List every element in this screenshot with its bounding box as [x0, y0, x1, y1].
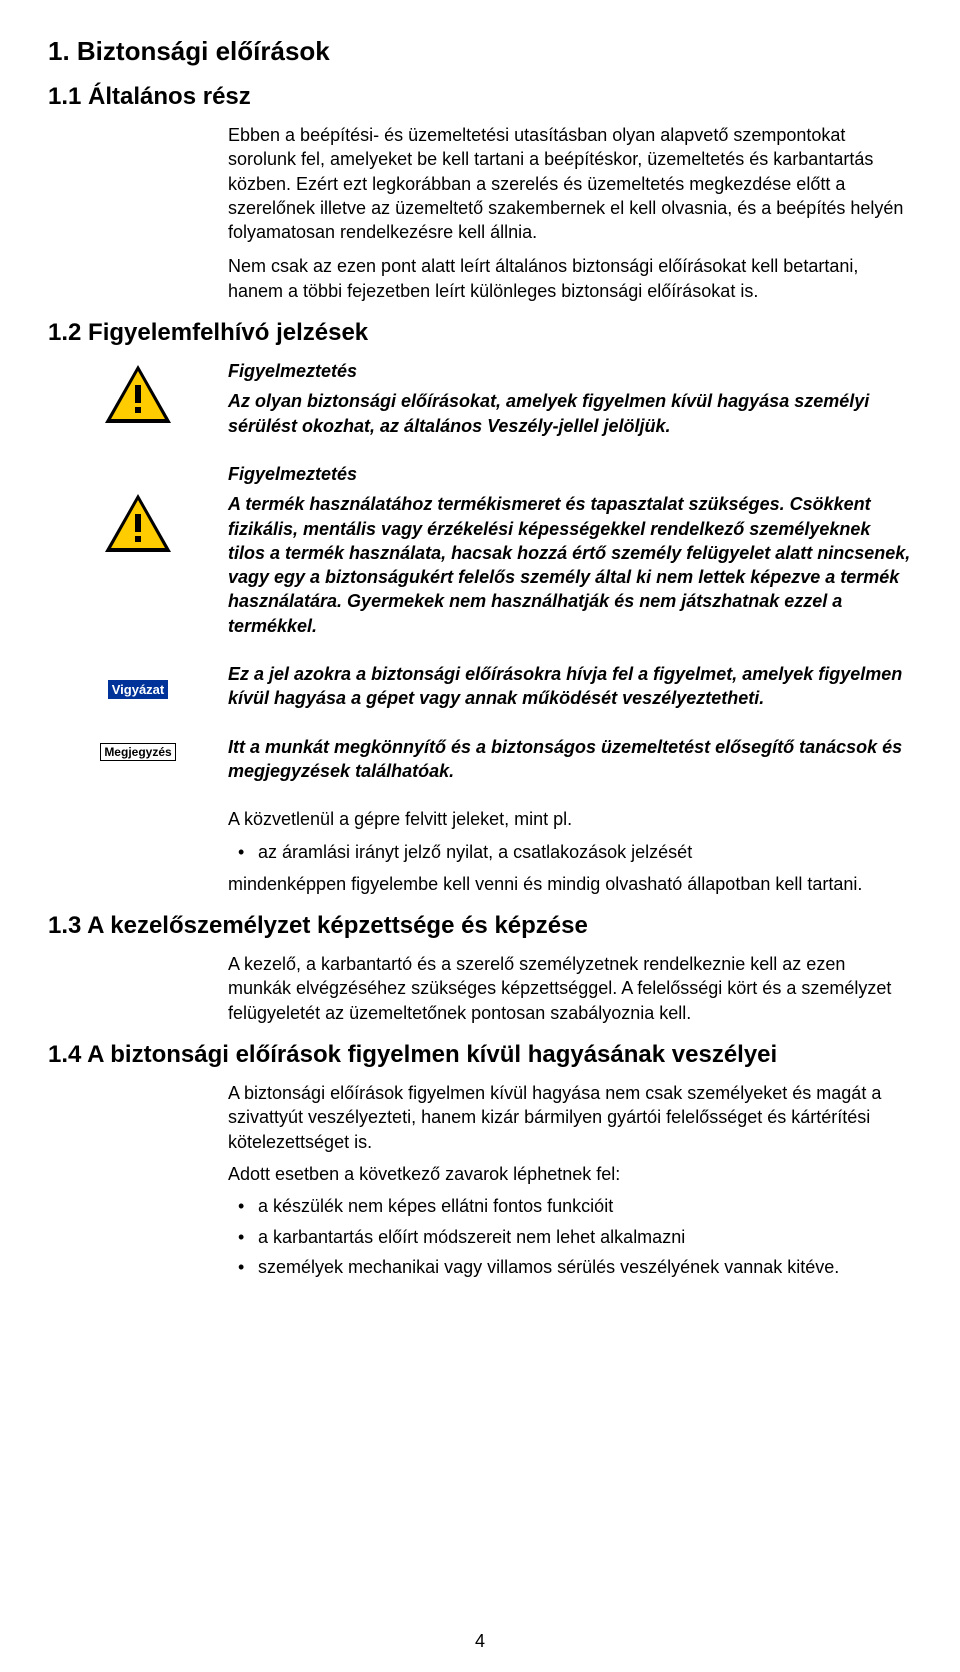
list-item: az áramlási irányt jelző nyilat, a csatl… — [228, 840, 912, 864]
paragraph: mindenképpen figyelembe kell venni és mi… — [228, 872, 912, 896]
paragraph: A közvetlenül a gépre felvitt jeleket, m… — [228, 807, 912, 831]
warning-title: Figyelmeztetés — [228, 462, 912, 486]
paragraph: Adott esetben a következő zavarok léphet… — [228, 1162, 912, 1186]
note-badge-icon: Megjegyzés — [100, 743, 175, 761]
warning-text: A termék használatához termékismeret és … — [228, 492, 912, 638]
heading-1-2: 1.2 Figyelemfelhívó jelzések — [48, 319, 912, 347]
heading-1-3: 1.3 A kezelőszemélyzet képzettsége és ké… — [48, 912, 912, 940]
warning-text: Az olyan biztonsági előírásokat, amelyek… — [228, 389, 912, 438]
paragraph: Nem csak az ezen pont alatt leírt általá… — [228, 254, 912, 303]
paragraph: A biztonsági előírások figyelmen kívül h… — [228, 1081, 912, 1154]
section-1-1-body: Ebben a beépítési- és üzemeltetési utasí… — [228, 123, 912, 303]
list-item: személyek mechanikai vagy villamos sérül… — [228, 1255, 912, 1279]
note-block: Megjegyzés Itt a munkát megkönnyítő és a… — [48, 735, 912, 790]
heading-1-4: 1.4 A biztonsági előírások figyelmen kív… — [48, 1041, 912, 1069]
page-number: 4 — [0, 1631, 960, 1652]
caution-block: Vigyázat Ez a jel azokra a biztonsági el… — [48, 662, 912, 717]
warning-block-1: Figyelmeztetés Az olyan biztonsági előír… — [48, 359, 912, 444]
warning-triangle-icon — [103, 363, 173, 425]
section-1-3-body: A kezelő, a karbantartó és a szerelő sze… — [228, 952, 912, 1025]
warning-triangle-icon — [103, 492, 173, 554]
paragraph: Ebben a beépítési- és üzemeltetési utasí… — [228, 123, 912, 244]
heading-1: 1. Biztonsági előírások — [48, 36, 912, 67]
section-1-4-body: A biztonsági előírások figyelmen kívül h… — [228, 1081, 912, 1279]
plain-block: A közvetlenül a gépre felvitt jeleket, m… — [228, 807, 912, 896]
note-text: Itt a munkát megkönnyítő és a biztonságo… — [228, 735, 912, 784]
warning-title: Figyelmeztetés — [228, 359, 912, 383]
list-item: a karbantartás előírt módszereit nem leh… — [228, 1225, 912, 1249]
warning-block-2: Figyelmeztetés A termék használatához te… — [48, 462, 912, 644]
paragraph: A kezelő, a karbantartó és a szerelő sze… — [228, 952, 912, 1025]
caution-badge-icon: Vigyázat — [108, 680, 169, 699]
heading-1-1: 1.1 Általános rész — [48, 83, 912, 111]
list-item: a készülék nem képes ellátni fontos funk… — [228, 1194, 912, 1218]
caution-text: Ez a jel azokra a biztonsági előírásokra… — [228, 662, 912, 711]
